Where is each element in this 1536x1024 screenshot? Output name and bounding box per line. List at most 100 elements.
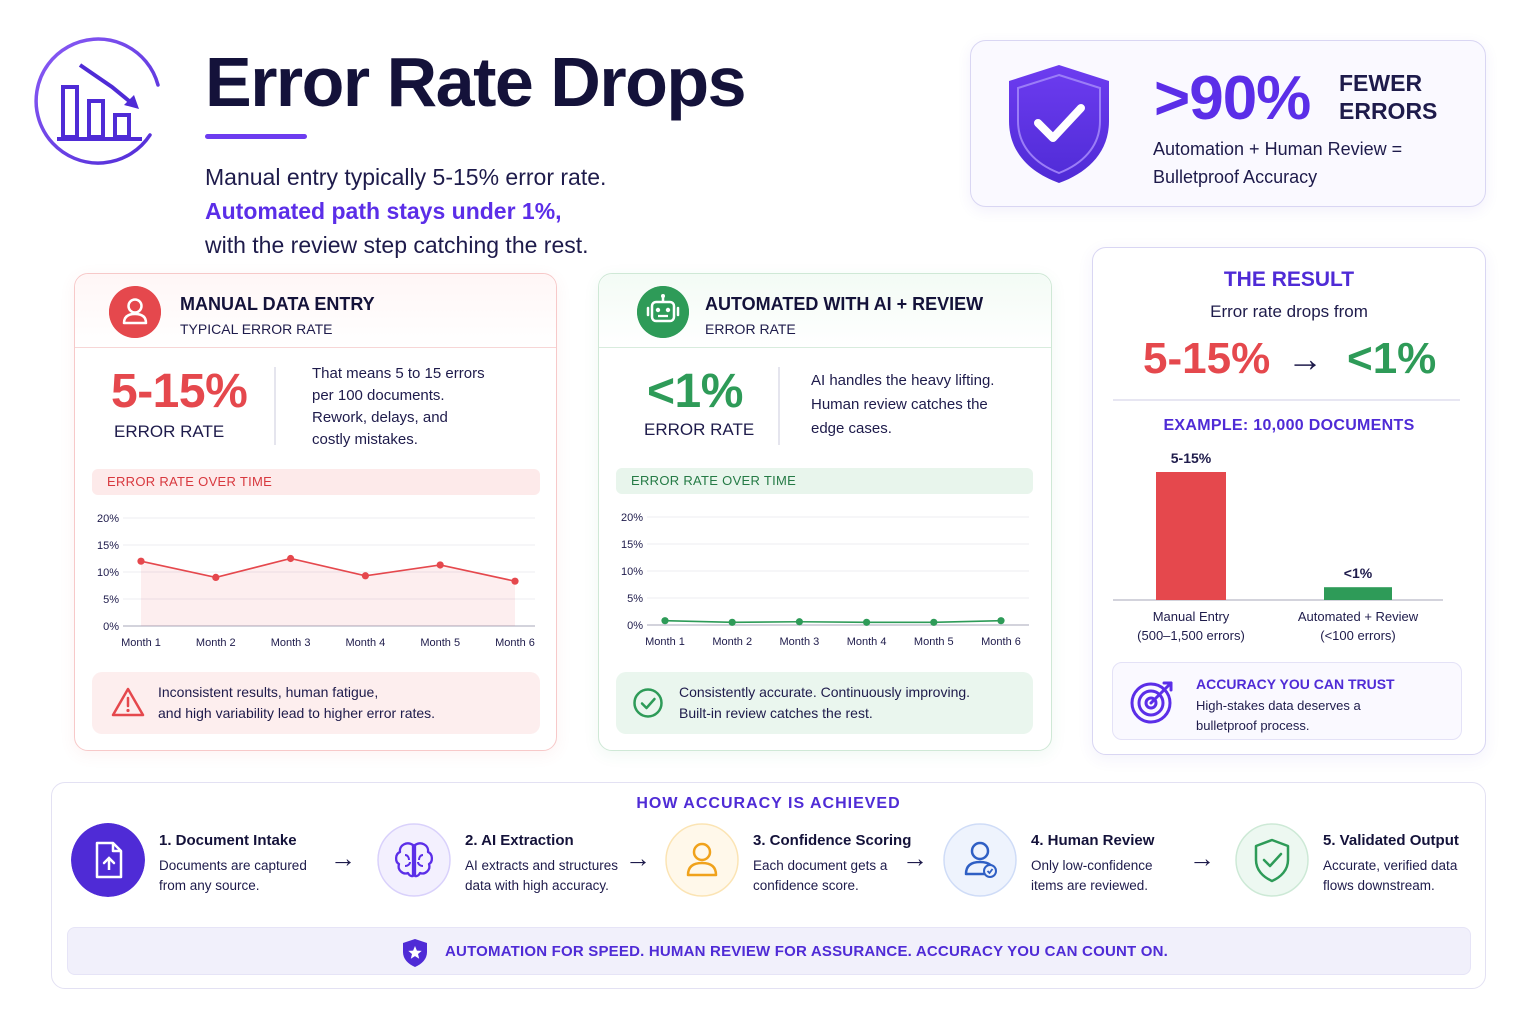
data-label: <1% (1344, 565, 1373, 581)
step-line: AI extracts and structures (465, 858, 619, 873)
y-tick-label: 15% (621, 539, 643, 551)
fewer-errors-percent: >90% (1154, 64, 1311, 133)
x-tick-label: Month 6 (981, 636, 1021, 648)
y-tick-label: 0% (103, 621, 119, 633)
document-upload-icon (71, 823, 145, 897)
series-line (140, 557, 516, 582)
step-line: confidence score. (753, 878, 859, 893)
motto-banner: AUTOMATION FOR SPEED. HUMAN REVIEW FOR A… (67, 927, 1471, 975)
category-note: (<100 errors) (1320, 628, 1396, 643)
data-label: 5-15% (1171, 450, 1212, 466)
y-tick-label: 15% (97, 540, 119, 552)
automated-callout-text: Consistently accurate. Continuously impr… (679, 682, 970, 724)
manual-chart-strip: ERROR RATE OVER TIME (92, 469, 540, 495)
data-point (728, 618, 736, 626)
arrow-right-icon: → (330, 843, 356, 873)
x-tick-label: Month 4 (346, 637, 386, 649)
desc-line: Human review catches the (811, 396, 988, 413)
motto-text: AUTOMATION FOR SPEED. HUMAN REVIEW FOR A… (445, 943, 1169, 960)
trust-line: bulletproof process. (1196, 718, 1310, 733)
step-title: 1. Document Intake (159, 832, 297, 849)
step-line: Accurate, verified data (1323, 858, 1458, 873)
x-tick-label: Month 2 (712, 636, 752, 648)
desc-line: That means 5 to 15 errors (312, 365, 485, 382)
fewer-label-line: ERRORS (1339, 98, 1438, 124)
step-description: AI extracts and structures data with hig… (465, 856, 618, 896)
desc-line: Rework, delays, and (312, 409, 448, 426)
manual-card-header: MANUAL DATA ENTRY TYPICAL ERROR RATE (75, 274, 556, 348)
automated-card-subtitle: ERROR RATE (705, 321, 796, 337)
logo-icon (34, 37, 160, 165)
x-tick-label: Month 3 (271, 637, 311, 649)
step-description: Each document gets a confidence score. (753, 856, 887, 896)
callout-line: Built-in review catches the rest. (679, 705, 873, 721)
y-tick-label: 20% (621, 512, 643, 524)
step-title: 5. Validated Output (1323, 832, 1459, 849)
intro-line: with the review step catching the rest. (205, 232, 589, 258)
process-title: HOW ACCURACY IS ACHIEVED (636, 795, 901, 812)
series-line (664, 619, 1002, 624)
step-line: data with high accuracy. (465, 878, 609, 893)
robot-icon (637, 286, 689, 338)
target-icon (1130, 681, 1173, 724)
shield-check-icon (1009, 65, 1109, 183)
x-tick-label: Month 4 (847, 636, 887, 648)
manual-description: That means 5 to 15 errors per 100 docume… (312, 363, 485, 451)
step-title: 3. Confidence Scoring (753, 832, 912, 849)
process-panel: HOW ACCURACY IS ACHIEVED 1. Document Int… (51, 782, 1486, 989)
intro-line: Manual entry typically 5-15% error rate. (205, 164, 607, 190)
page-title: Error Rate Drops (205, 43, 747, 121)
bar (1156, 472, 1226, 600)
result-to-rate: <1% (1347, 334, 1437, 383)
result-from-rate: 5-15% (1143, 334, 1271, 383)
x-tick-label: Automated + Review (1298, 609, 1419, 624)
automated-description: AI handles the heavy lifting. Human revi… (811, 369, 994, 441)
area-fill (141, 558, 515, 626)
x-tick-label: Month 1 (121, 637, 161, 649)
automated-card: AUTOMATED WITH AI + REVIEW ERROR RATE <1… (598, 273, 1052, 751)
example-heading: EXAMPLE: 10,000 DOCUMENTS (1163, 417, 1415, 434)
fewer-label-line: FEWER (1339, 70, 1423, 96)
automated-error-rate: <1% (647, 365, 743, 418)
title-underline (205, 134, 307, 139)
callout-line: Consistently accurate. Continuously impr… (679, 684, 971, 700)
x-tick-label: Month 1 (645, 636, 685, 648)
step-title: 4. Human Review (1031, 832, 1155, 849)
step-title: 2. AI Extraction (465, 832, 574, 849)
user-icon (109, 286, 161, 338)
manual-error-rate-label: ERROR RATE (114, 422, 225, 441)
data-point (930, 618, 938, 626)
automated-chart-strip: ERROR RATE OVER TIME (616, 468, 1033, 494)
y-tick-label: 20% (97, 513, 119, 525)
x-tick-label: Month 5 (420, 637, 460, 649)
arrow-right-icon: → (902, 843, 928, 873)
y-tick-label: 10% (621, 566, 643, 578)
desc-line: AI handles the heavy lifting. (811, 372, 995, 389)
x-tick-label: Month 6 (495, 637, 535, 649)
step-line: Only low-confidence (1031, 858, 1153, 873)
banner-subtitle: Automation + Human Review = Bulletproof … (1153, 135, 1402, 191)
stat-divider (274, 367, 276, 445)
step-description: Documents are captured from any source. (159, 856, 307, 896)
step-line: Documents are captured (159, 858, 307, 873)
automated-error-rate-label: ERROR RATE (644, 420, 755, 439)
x-tick-label: Month 5 (914, 636, 954, 648)
shield-star-icon (403, 939, 427, 967)
data-point (997, 617, 1005, 625)
intro-highlight: Automated path stays under 1%, (205, 198, 562, 224)
x-tick-label: Month 2 (196, 637, 236, 649)
step-line: items are reviewed. (1031, 878, 1149, 893)
callout-line: and high variability lead to higher erro… (158, 705, 436, 721)
step-line: Each document gets a (753, 858, 888, 873)
fewer-errors-label: FEWER ERRORS (1339, 69, 1437, 125)
fewer-errors-banner: >90% FEWER ERRORS Automation + Human Rev… (970, 40, 1486, 207)
shield-check-icon (1235, 823, 1309, 897)
check-circle-icon (633, 688, 663, 718)
desc-line: costly mistakes. (312, 431, 418, 448)
callout-line: Inconsistent results, human fatigue, (158, 684, 379, 700)
data-point (511, 577, 519, 585)
trust-line: High-stakes data deserves a (1196, 698, 1361, 713)
data-point (795, 618, 803, 626)
result-card: THE RESULT Error rate drops from 5-15% →… (1092, 247, 1486, 755)
x-tick-label: Month 3 (780, 636, 820, 648)
